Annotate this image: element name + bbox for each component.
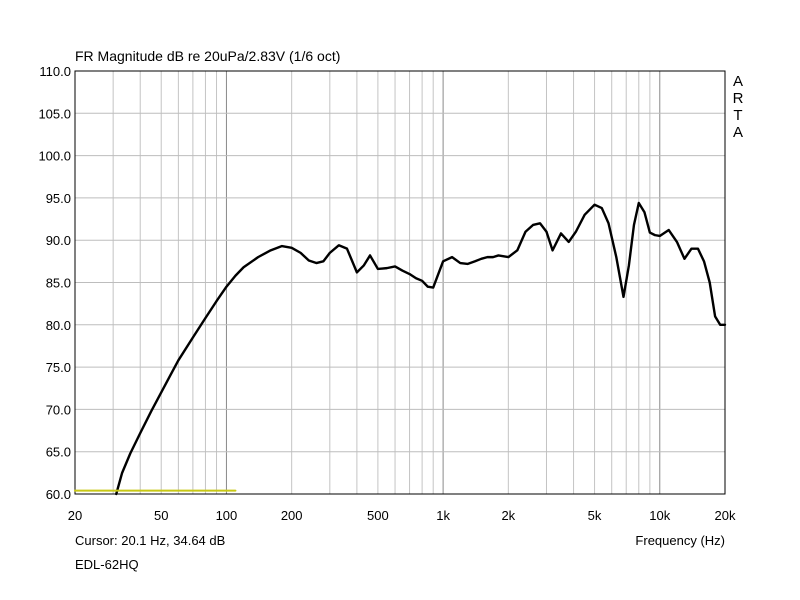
y-tick-label: 75.0	[46, 360, 71, 375]
y-tick-label: 60.0	[46, 487, 71, 502]
y-tick-label: 70.0	[46, 402, 71, 417]
y-tick-label: 100.0	[38, 149, 71, 164]
x-tick-label: 2k	[501, 508, 515, 523]
x-tick-label: 200	[281, 508, 303, 523]
x-tick-label: 500	[367, 508, 389, 523]
y-tick-label: 80.0	[46, 318, 71, 333]
chart-title: FR Magnitude dB re 20uPa/2.83V (1/6 oct)	[75, 48, 340, 64]
y-tick-label: 105.0	[38, 106, 71, 121]
x-tick-label: 10k	[649, 508, 670, 523]
x-axis-title: Frequency (Hz)	[635, 533, 725, 548]
x-tick-label: 1k	[436, 508, 450, 523]
x-tick-label: 20k	[715, 508, 736, 523]
y-tick-label: 65.0	[46, 445, 71, 460]
y-tick-label: 90.0	[46, 233, 71, 248]
label-layer: 110.0 105.0 100.0 95.0 90.0 85.0 80.0 75.0 70.0 6…	[38, 64, 736, 523]
watermark-letter: A	[733, 73, 743, 90]
x-tick-label: 20	[68, 508, 82, 523]
response-curve	[115, 201, 727, 496]
watermark-letter: R	[733, 90, 744, 107]
y-tick-label: 95.0	[46, 191, 71, 206]
device-name: EDL-62HQ	[75, 557, 139, 572]
y-tick-label: 85.0	[46, 276, 71, 291]
plot-frame	[74, 70, 726, 495]
x-tick-label: 100	[216, 508, 238, 523]
y-tick-label: 110.0	[39, 64, 71, 79]
cursor-readout: Cursor: 20.1 Hz, 34.64 dB	[75, 533, 225, 548]
watermark-letter: A	[733, 124, 743, 141]
series-layer	[74, 201, 727, 496]
watermark-letter: T	[733, 107, 742, 124]
x-tick-label: 50	[154, 508, 168, 523]
arta-watermark: A R T A	[733, 73, 744, 141]
x-tick-label: 5k	[588, 508, 602, 523]
